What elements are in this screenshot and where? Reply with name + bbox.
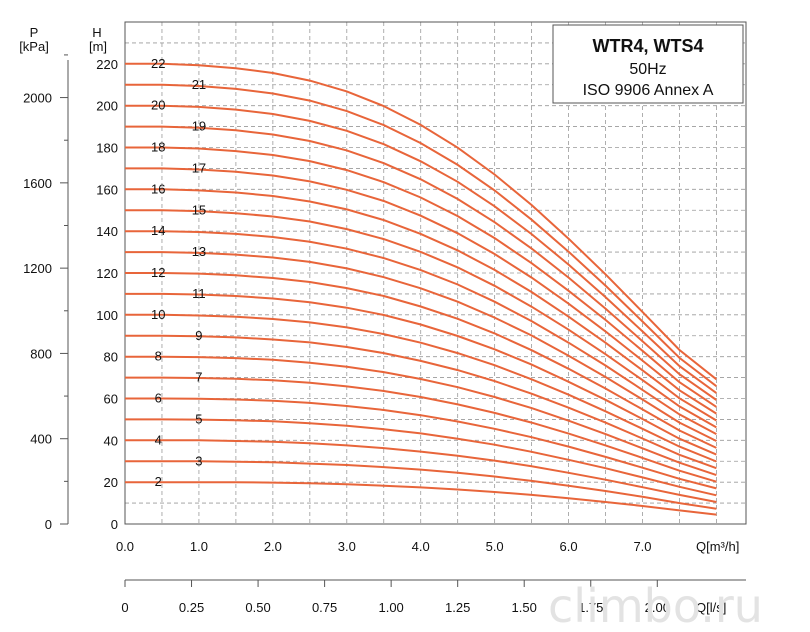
curve-label-14: 14: [151, 223, 165, 238]
curve-stages-7: [125, 376, 717, 483]
curve-stages-18: [125, 146, 717, 408]
curve-label-4: 4: [155, 432, 162, 447]
curve-label-9: 9: [195, 328, 202, 343]
pressure-tick-label: 1600: [23, 176, 52, 191]
y-tick-label: 20: [104, 475, 118, 490]
y-tick-label: 200: [96, 99, 118, 114]
x-tick-label: 6.0: [560, 539, 578, 554]
pressure-axis-title: P: [30, 25, 39, 40]
curve-stages-13: [125, 251, 717, 442]
y-tick-label: 120: [96, 266, 118, 281]
curve-label-6: 6: [155, 391, 162, 406]
y-tick-label: 100: [96, 308, 118, 323]
curve-label-2: 2: [155, 474, 162, 489]
flow-secondary-tick-label: 2.00: [645, 600, 670, 615]
flow-secondary-tick-label: 0.75: [312, 600, 337, 615]
flow-axis-title: Q[m³/h]: [696, 539, 739, 554]
curve-label-17: 17: [192, 160, 206, 175]
curve-stages-9: [125, 334, 717, 470]
head-axis: 0 20 40 60 80 100 120 140 160 180 200 220: [96, 57, 118, 532]
pressure-tick-label: 400: [30, 432, 52, 447]
x-tick-label: 0.0: [116, 539, 134, 554]
watermark-text: climbo.ru: [548, 579, 763, 632]
curve-label-12: 12: [151, 265, 165, 280]
flow-secondary-axis-title: Q[l/s]: [696, 600, 726, 615]
curve-label-15: 15: [192, 202, 206, 217]
flow-secondary-tick-label: 0: [121, 600, 128, 615]
curve-stages-6: [125, 397, 717, 490]
curve-stages-5: [125, 418, 717, 497]
curve-label-16: 16: [151, 181, 165, 196]
y-tick-label: 220: [96, 57, 118, 72]
pressure-axis-unit: [kPa]: [19, 39, 49, 54]
curve-stages-19: [125, 125, 717, 401]
chart-title: WTR4, WTS4: [593, 36, 704, 56]
pressure-tick-label: 1200: [23, 261, 52, 276]
pressure-axis: 0 400 800 1200 1600 2000: [23, 54, 69, 532]
curve-label-5: 5: [195, 411, 202, 426]
x-tick-label: 4.0: [412, 539, 430, 554]
curve-stages-17: [125, 167, 717, 415]
flow-secondary-tick-label: 0.50: [245, 600, 270, 615]
curve-label-19: 19: [192, 119, 206, 134]
y-tick-label: 80: [104, 350, 118, 365]
y-tick-label: 0: [111, 517, 118, 532]
curve-stages-3: [125, 460, 717, 510]
curve-stages-8: [125, 355, 717, 477]
flow-secondary-axis: 0 0.25 0.50 0.75 1.00 1.25 1.50 1.75 2.00: [121, 579, 746, 615]
x-tick-label: 1.0: [190, 539, 208, 554]
curve-stages-2: [125, 481, 717, 516]
y-tick-label: 140: [96, 224, 118, 239]
curve-label-7: 7: [195, 370, 202, 385]
y-tick-label: 160: [96, 182, 118, 197]
x-tick-label: 2.0: [264, 539, 282, 554]
flow-secondary-tick-label: 1.00: [378, 600, 403, 615]
curve-label-8: 8: [155, 349, 162, 364]
curve-stages-10: [125, 313, 717, 463]
curve-label-21: 21: [192, 77, 206, 92]
standard-label: ISO 9906 Annex A: [583, 82, 714, 99]
flow-secondary-tick-label: 1.25: [445, 600, 470, 615]
curve-label-3: 3: [195, 453, 202, 468]
x-tick-label: 7.0: [633, 539, 651, 554]
curve-label-18: 18: [151, 140, 165, 155]
curve-stages-4: [125, 439, 717, 503]
flow-secondary-tick-label: 1.50: [512, 600, 537, 615]
curve-stages-11: [125, 292, 717, 456]
curve-stages-15: [125, 209, 717, 429]
curve-label-10: 10: [151, 307, 165, 322]
curve-stages-20: [125, 104, 717, 394]
head-axis-title: H: [92, 25, 101, 40]
legend-box: WTR4, WTS4 50Hz ISO 9906 Annex A: [552, 24, 744, 104]
legend-frame: [552, 24, 744, 104]
curve-label-20: 20: [151, 98, 165, 113]
pressure-tick-label: 0: [45, 517, 52, 532]
flow-axis: 0.0 1.0 2.0 3.0 4.0 5.0 6.0 7.0: [116, 539, 652, 554]
y-tick-label: 60: [104, 392, 118, 407]
curve-stages-22: [125, 62, 718, 381]
frequency-label: 50Hz: [629, 61, 666, 78]
x-tick-label: 3.0: [338, 539, 356, 554]
y-tick-label: 40: [104, 433, 118, 448]
flow-secondary-tick-label: 1.75: [578, 600, 603, 615]
pressure-tick-label: 800: [30, 346, 52, 361]
curves: 2 3 4 5 6 7 8 9 10 11 12 13 14 15 16 17 18 19 20 21 22: [125, 56, 718, 516]
curve-stages-12: [125, 272, 717, 449]
x-tick-label: 5.0: [486, 539, 504, 554]
curve-label-13: 13: [192, 244, 206, 259]
curve-stages-21: [125, 83, 718, 387]
curve-label-11: 11: [192, 286, 206, 301]
flow-secondary-tick-label: 0.25: [179, 600, 204, 615]
curve-label-22: 22: [151, 56, 165, 71]
y-tick-label: 180: [96, 141, 118, 156]
head-axis-unit: [m]: [89, 39, 107, 54]
curve-stages-14: [125, 230, 717, 435]
pressure-tick-label: 2000: [23, 91, 52, 106]
curve-stages-16: [125, 188, 717, 422]
